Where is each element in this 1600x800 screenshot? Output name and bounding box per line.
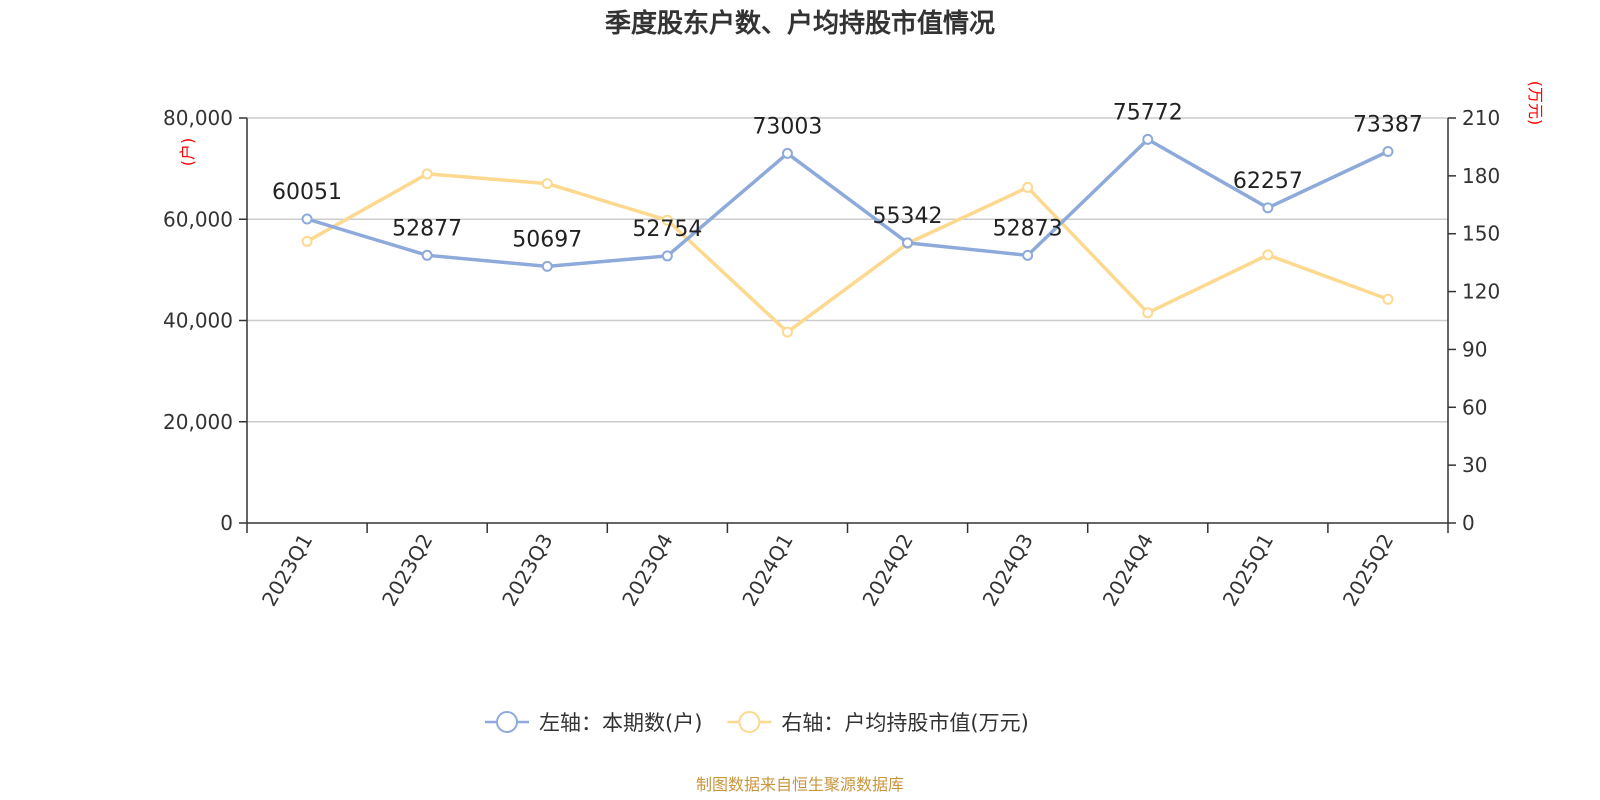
data-label: 73003 [752, 114, 822, 139]
data-label: 60051 [272, 180, 342, 205]
right-axis-tick-label: 210 [1462, 106, 1500, 130]
x-axis-tick-label: 2024Q2 [857, 530, 917, 611]
left-axis-tick-label: 40,000 [163, 309, 233, 333]
data-label: 50697 [512, 227, 582, 252]
data-point-right [1022, 181, 1034, 193]
data-label: 73387 [1353, 112, 1423, 137]
series-line-right [306, 172, 1389, 334]
data-label: 52873 [993, 216, 1063, 241]
series-line-left [306, 137, 1389, 269]
right-axis-tick-label: 30 [1462, 453, 1487, 477]
data-label: 55342 [873, 204, 943, 229]
data-point-left [902, 237, 914, 249]
data-point-left [1022, 249, 1034, 261]
data-point-right [781, 326, 793, 338]
x-axis-tick-label: 2025Q1 [1218, 530, 1278, 611]
data-point-right [301, 235, 313, 247]
gridlines [247, 117, 1448, 423]
data-point-right [421, 168, 433, 180]
x-axis-tick-label: 2024Q3 [978, 530, 1038, 611]
data-point-right [1142, 307, 1154, 319]
right-axis-unit: (万元) [1526, 81, 1545, 126]
data-point-left [301, 213, 313, 225]
data-point-left [781, 147, 793, 159]
axes: 0 20,000 40,000 60,000 80,000 (户) 0 30 60 90 120 15… [163, 81, 1545, 610]
left-axis-tick-label: 0 [220, 511, 233, 535]
right-axis-tick-label: 120 [1462, 280, 1500, 304]
data-point-right [1262, 249, 1274, 261]
data-point-left [1382, 145, 1394, 157]
data-point-left [1142, 133, 1154, 145]
data-point-left [1262, 202, 1274, 214]
data-labels: 60051 52877 50697 52754 73003 55342 52873 75772… [272, 100, 1423, 252]
chart-title: 季度股东户数、户均持股市值情况 [605, 8, 995, 39]
data-point-left [661, 250, 673, 262]
data-label: 52754 [632, 217, 702, 242]
data-label: 52877 [392, 216, 462, 241]
x-axis-tick-label: 2024Q4 [1098, 530, 1158, 611]
right-axis-tick-label: 180 [1462, 164, 1500, 188]
data-label: 62257 [1233, 169, 1303, 194]
legend-marker-right [738, 711, 761, 733]
data-point-left [541, 260, 553, 272]
left-axis-tick-label: 60,000 [163, 207, 233, 231]
right-axis-tick-label: 60 [1462, 395, 1487, 419]
series-layer [301, 133, 1394, 338]
right-axis-tick-label: 90 [1462, 337, 1487, 361]
right-axis-tick-label: 0 [1462, 511, 1475, 535]
x-axis-tick-label: 2025Q2 [1338, 530, 1398, 611]
source-note: 制图数据来自恒生聚源数据库 [696, 775, 904, 794]
left-axis-tick-label: 80,000 [163, 106, 233, 130]
right-axis-tick-label: 150 [1462, 222, 1500, 246]
data-point-right [541, 178, 553, 190]
x-axis-tick-label: 2024Q1 [737, 530, 797, 611]
legend: 左轴：本期数(户) 右轴：户均持股市值(万元) [485, 711, 1029, 735]
x-axis-tick-label: 2023Q1 [257, 530, 317, 611]
legend-label-right: 右轴：户均持股市值(万元) [781, 711, 1028, 735]
x-axis-tick-label: 2023Q2 [377, 530, 437, 611]
x-axis-tick-label: 2023Q4 [617, 530, 677, 611]
legend-marker-left [496, 711, 518, 733]
data-point-left [421, 249, 433, 261]
data-label: 75772 [1113, 100, 1183, 125]
left-axis-unit: (户) [178, 138, 197, 167]
data-point-right [1382, 293, 1394, 305]
legend-label-left: 左轴：本期数(户) [539, 711, 702, 735]
x-axis-tick-label: 2023Q3 [497, 530, 557, 611]
left-axis-tick-label: 20,000 [163, 410, 233, 434]
data-point-right [661, 214, 673, 226]
